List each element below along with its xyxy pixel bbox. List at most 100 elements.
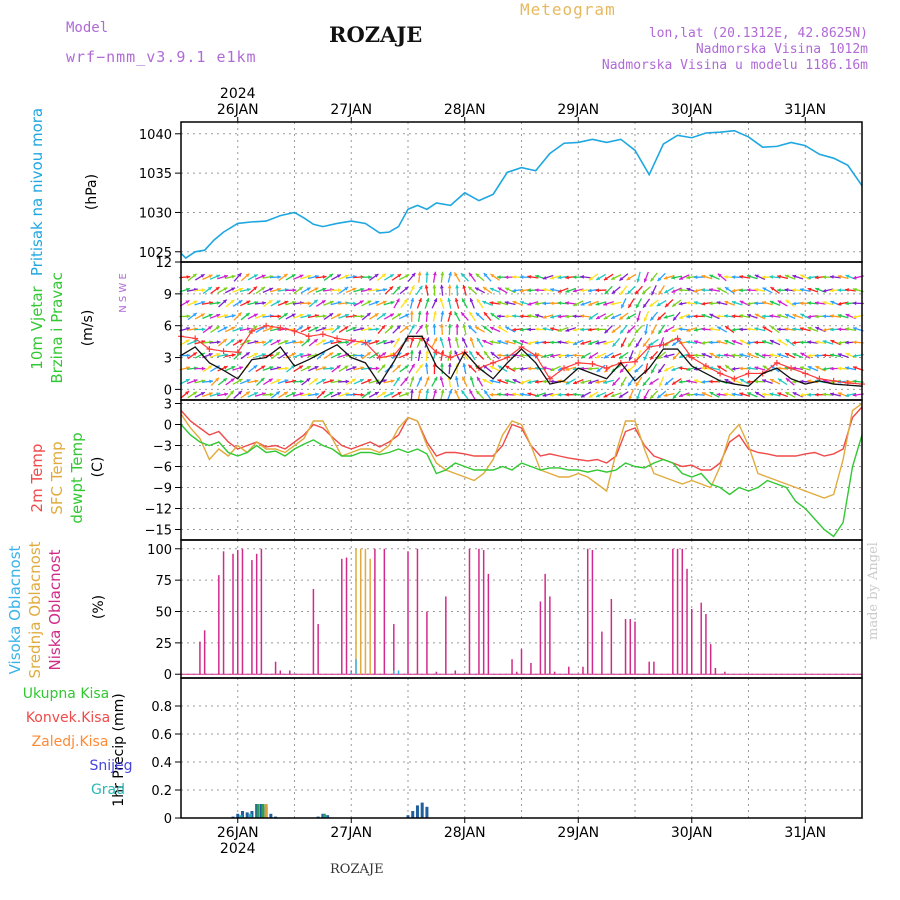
wind-arrowhead (535, 313, 540, 318)
wind-arrowhead (268, 300, 273, 304)
wind-arrowhead (433, 310, 437, 315)
wind-arrowhead (476, 298, 481, 303)
wind-arrowhead (329, 313, 334, 317)
wind-arrowhead (807, 353, 812, 358)
y-tick-label: 12 (155, 256, 172, 271)
wind-arrowhead (701, 327, 706, 332)
wind-arrowhead (610, 354, 615, 359)
wind-arrowhead (405, 352, 410, 357)
wind-arrowhead (799, 287, 804, 292)
wind-arrowhead (550, 340, 554, 345)
wind-arrowhead (382, 379, 387, 383)
y-tick-label: 3 (164, 352, 172, 367)
wind-arrowhead (314, 287, 319, 292)
wind-arrowhead (253, 274, 258, 278)
wind-arrowhead (679, 315, 684, 319)
wind-arrowhead (246, 379, 251, 383)
wind-arrowhead (254, 379, 259, 384)
wind-arrowhead (275, 391, 280, 395)
wind-arrowhead (678, 366, 683, 371)
wind-arrowhead (424, 284, 429, 289)
wind-gust-marker (376, 354, 383, 361)
wind-arrowhead (649, 302, 654, 307)
wind-arrowhead (527, 380, 532, 384)
wind-arrowhead (799, 393, 804, 397)
wind-arrowhead (747, 274, 751, 279)
wind-arrowhead (658, 369, 662, 374)
wind-arrowhead (512, 314, 516, 319)
x-day-label-bottom: 30JAN (671, 825, 713, 841)
wind-arrowhead (663, 275, 668, 280)
wind-arrowhead (519, 327, 524, 332)
wind-arrowhead (300, 379, 304, 384)
wind-arrowhead (557, 353, 562, 358)
wind-arrowhead (596, 354, 601, 359)
wind-gust-marker (504, 354, 511, 361)
precip-legend-item: Konvek.Kisa (26, 710, 110, 726)
wind-arrowhead (497, 326, 502, 331)
wind-arrowhead (360, 287, 365, 292)
wind-arrowhead (565, 301, 569, 305)
wind-arrowhead (201, 288, 206, 293)
precip-bar (256, 804, 260, 818)
wind-arrowhead (397, 313, 402, 317)
wind-arrowhead (557, 328, 562, 332)
wind-arrowhead (447, 297, 452, 302)
wind-arrowhead (253, 313, 258, 318)
wind-arrowhead (785, 392, 790, 396)
wind-arrowhead (814, 353, 819, 358)
wind-arrowhead (587, 366, 592, 371)
wind-arrowhead (535, 393, 540, 398)
wind-arrowhead (619, 276, 624, 281)
wind-arrowhead (603, 302, 608, 306)
wind-arrowhead (460, 273, 465, 278)
wind-arrowhead (344, 274, 349, 279)
wind-arrowhead (283, 313, 288, 317)
wind-arrowhead (663, 354, 668, 358)
wind-arrowhead (612, 342, 617, 347)
wind-gust-marker (688, 354, 695, 361)
wind-gust-marker (447, 354, 454, 361)
wind-arrowhead (322, 314, 327, 319)
ylabel-wind-2: Brzina i Pravac (48, 272, 66, 383)
wind-arrowhead (800, 313, 805, 318)
wind-arrowhead (709, 313, 714, 318)
wind-arrowhead (300, 340, 304, 345)
wind-arrowhead (360, 314, 365, 319)
wind-arrowhead (572, 327, 577, 332)
wind-arrowhead (253, 392, 258, 396)
wind-arrowhead (262, 301, 266, 305)
wind-arrowhead (822, 327, 827, 332)
wind-arrowhead (777, 353, 782, 357)
wind-arrowhead (709, 352, 714, 357)
wind-arrowhead (784, 274, 789, 279)
wind-arrowhead (409, 350, 414, 354)
wind-arrowhead (239, 326, 243, 331)
wind-arrowhead (679, 276, 684, 280)
wind-arrowhead (527, 341, 532, 345)
wind-arrowhead (619, 394, 624, 398)
ylabel-temp-unit: (C) (90, 457, 106, 478)
wind-arrowhead (461, 312, 465, 317)
wind-arrowhead (382, 391, 387, 396)
wind-arrowhead (678, 379, 683, 384)
wind-arrowhead (542, 379, 547, 384)
wind-arrowhead (283, 391, 288, 396)
wind-arrowhead (425, 376, 430, 381)
wind-arrowhead (612, 381, 617, 386)
precip-bar (261, 804, 265, 818)
wind-arrowhead (245, 391, 250, 396)
panel-frame (180, 399, 863, 541)
wind-arrowhead (649, 381, 654, 385)
wind-arrowhead (565, 367, 570, 371)
wind-arrowhead (731, 366, 736, 371)
wind-arrowhead (542, 393, 547, 397)
wind-arrowhead (306, 326, 311, 331)
y-tick-label: 0.4 (151, 756, 172, 771)
wind-arrowhead (565, 340, 570, 345)
y-tick-label: 100 (147, 543, 172, 558)
y-tick-label: 0 (164, 419, 172, 434)
wind-arrowhead (701, 392, 706, 396)
ylabel-precip: 1hr Precip (mm) (111, 693, 127, 806)
wind-arrowhead (475, 287, 480, 291)
